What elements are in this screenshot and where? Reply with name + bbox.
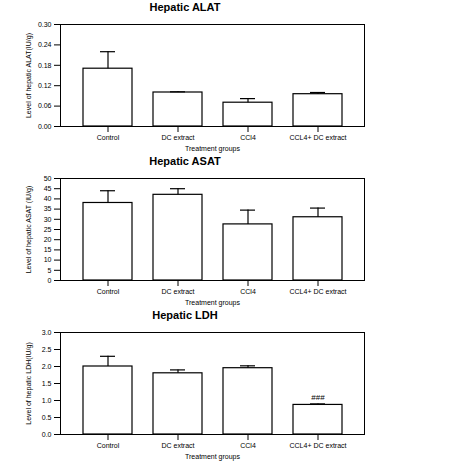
svg-text:40: 40: [44, 195, 52, 202]
svg-text:Treatment groups: Treatment groups: [185, 145, 240, 153]
svg-text:5: 5: [48, 267, 52, 274]
html-text:Hepatic LDH: Hepatic LDH: [152, 309, 218, 321]
svg-text:Control: Control: [97, 288, 120, 295]
svg-text:15: 15: [44, 246, 52, 253]
svg-text:Level of hepatic ASAT (IU/g): Level of hepatic ASAT (IU/g): [25, 186, 33, 274]
svg-text:0.5: 0.5: [42, 414, 52, 421]
svg-text:30: 30: [44, 216, 52, 223]
svg-text:0.12: 0.12: [38, 82, 52, 89]
html-text:Hepatic ASAT: Hepatic ASAT: [149, 155, 221, 167]
svg-text:0.00: 0.00: [38, 123, 52, 130]
svg-text:Treatment groups: Treatment groups: [185, 299, 240, 307]
svg-text:Level of hepatic ALAT(IU/g): Level of hepatic ALAT(IU/g): [25, 33, 33, 118]
svg-text:Level of hepatic LDH(IU/g): Level of hepatic LDH(IU/g): [25, 342, 33, 424]
svg-text:CCL4+ DC extract: CCL4+ DC extract: [290, 134, 347, 141]
svg-text:CCl4: CCl4: [240, 288, 256, 295]
svg-text:DC extract: DC extract: [161, 288, 194, 295]
svg-text:1.5: 1.5: [42, 380, 52, 387]
html-text:Hepatic ALAT: Hepatic ALAT: [149, 1, 221, 13]
svg-text:0: 0: [48, 277, 52, 284]
svg-text:45: 45: [44, 185, 52, 192]
svg-text:3.0: 3.0: [42, 329, 52, 336]
svg-text:CCL4+ DC extract: CCL4+ DC extract: [290, 442, 347, 449]
svg-text:50: 50: [44, 175, 52, 182]
svg-text:0.24: 0.24: [38, 41, 52, 48]
svg-text:DC extract: DC extract: [161, 134, 194, 141]
svg-text:CCl4: CCl4: [240, 442, 256, 449]
svg-text:0.06: 0.06: [38, 102, 52, 109]
svg-text:DC extract: DC extract: [161, 442, 194, 449]
svg-text:Control: Control: [97, 134, 120, 141]
svg-text:10: 10: [44, 256, 52, 263]
svg-text:2.0: 2.0: [42, 363, 52, 370]
svg-text:1.0: 1.0: [42, 397, 52, 404]
svg-text:0.30: 0.30: [38, 21, 52, 28]
svg-text:0.18: 0.18: [38, 62, 52, 69]
svg-text:20: 20: [44, 236, 52, 243]
svg-text:25: 25: [44, 226, 52, 233]
svg-text:###: ###: [311, 393, 325, 402]
svg-text:CCL4+ DC extract: CCL4+ DC extract: [290, 288, 347, 295]
svg-text:Treatment groups: Treatment groups: [185, 453, 240, 461]
svg-text:0.0: 0.0: [42, 431, 52, 438]
svg-text:2.5: 2.5: [42, 346, 52, 353]
svg-text:35: 35: [44, 205, 52, 212]
svg-text:CCl4: CCl4: [240, 134, 256, 141]
svg-text:Control: Control: [97, 442, 120, 449]
